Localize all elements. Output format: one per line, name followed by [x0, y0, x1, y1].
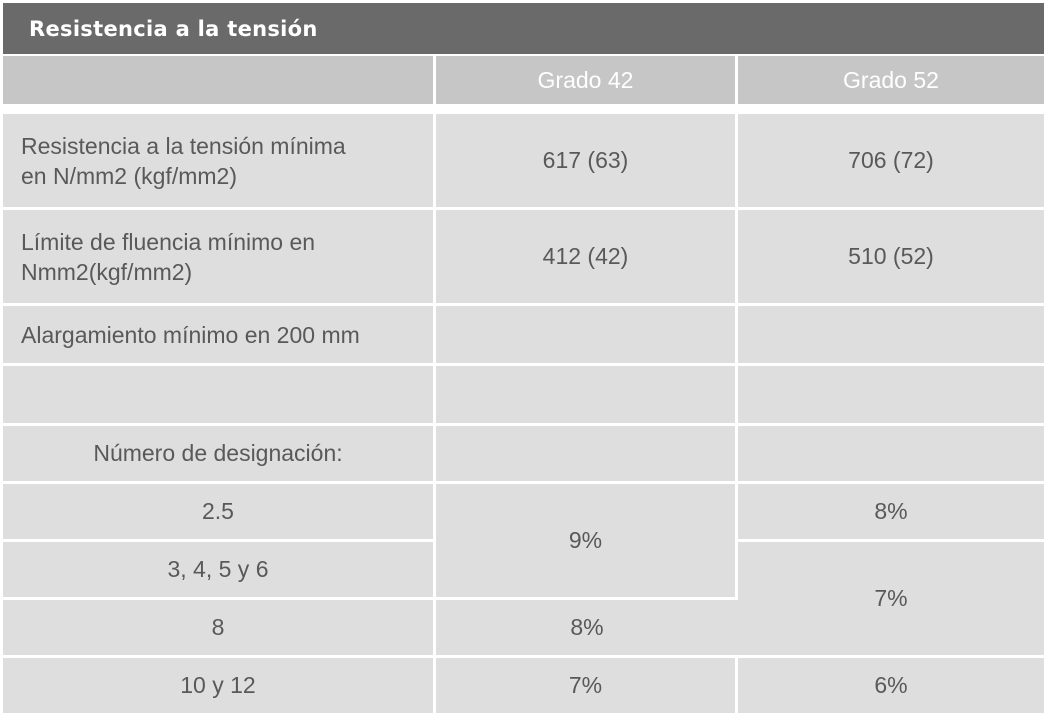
cell-elong-g52-10-12: 6% [738, 658, 1044, 716]
row-label-line: Resistencia a la tensión mínima [21, 132, 346, 159]
table-row: Número de designación: [3, 426, 1044, 484]
spacer-row [3, 107, 1044, 114]
empty-cell [436, 426, 738, 484]
empty-cell [738, 366, 1044, 426]
empty-cell [3, 366, 436, 426]
cell-elong-g52-3-to-8: 7% [738, 542, 1044, 658]
cell-elong-g42-2-5-to-6: 9% [436, 484, 738, 600]
empty-cell [738, 306, 1044, 366]
row-label-line: Límite de fluencia mínimo en [21, 228, 316, 255]
row-label-elongation: Alargamiento mínimo en 200 mm [3, 306, 436, 366]
table-row: 10 y 12 7% 6% [3, 658, 1044, 716]
cell-tensile-g52: 706 (72) [738, 114, 1044, 210]
cell-yield-g42: 412 (42) [436, 210, 738, 306]
table-row: 3, 4, 5 y 6 7% [3, 542, 1044, 658]
empty-cell [738, 426, 1044, 484]
cell-elong-g42-10-12: 7% [436, 658, 738, 716]
header-grado-52: Grado 52 [738, 56, 1044, 107]
cell-yield-g52: 510 (52) [738, 210, 1044, 306]
row-label-line: en N/mm2 (kgf/mm2) [21, 162, 237, 189]
row-label-tensile-min: Resistencia a la tensión mínima en N/mm2… [3, 114, 436, 210]
empty-cell [436, 366, 738, 426]
row-label-designation: 10 y 12 [3, 658, 436, 716]
row-label-yield-min: Límite de fluencia mínimo en Nmm2(kgf/mm… [3, 210, 436, 306]
cell-elong-g42-8: 8% [436, 600, 738, 658]
cell-tensile-g42: 617 (63) [436, 114, 738, 210]
row-label-designation-header: Número de designación: [3, 426, 436, 484]
table-row: Resistencia a la tensión mínima en N/mm2… [3, 114, 1044, 210]
table-header-row: Grado 42 Grado 52 [3, 56, 1044, 107]
table-title-bar: Resistencia a la tensión [3, 3, 1044, 54]
table-row: Alargamiento mínimo en 200 mm [3, 306, 1044, 366]
table-row [3, 366, 1044, 426]
table-row: Límite de fluencia mínimo en Nmm2(kgf/mm… [3, 210, 1044, 306]
header-grado-42: Grado 42 [436, 56, 738, 107]
row-label-designation: 8 [3, 600, 436, 658]
header-blank-cell [3, 56, 436, 107]
cell-elong-g52-2-5: 8% [738, 484, 1044, 542]
table-row: 2.5 9% 8% [3, 484, 1044, 600]
table-title: Resistencia a la tensión [29, 16, 318, 41]
row-label-line: Nmm2(kgf/mm2) [21, 258, 193, 285]
row-label-designation: 3, 4, 5 y 6 [3, 542, 436, 600]
empty-cell [436, 306, 738, 366]
table-row: 8 8% [3, 600, 1044, 658]
row-label-designation: 2.5 [3, 484, 436, 542]
tensile-strength-table: Grado 42 Grado 52 Resistencia a la tensi… [3, 56, 1044, 716]
